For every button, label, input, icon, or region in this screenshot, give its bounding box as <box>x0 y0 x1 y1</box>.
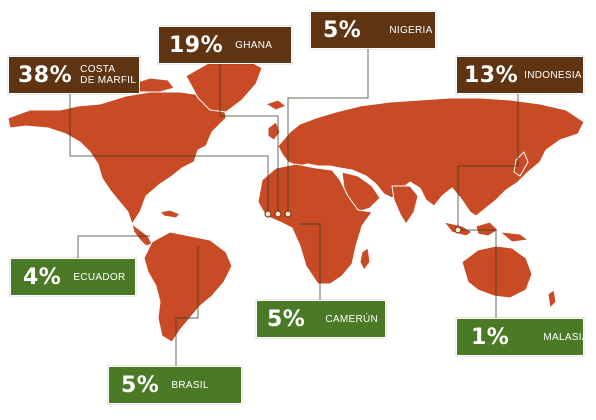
eurasia-landmass <box>277 97 585 217</box>
label-camerun[interactable]: 5% CAMERÚN <box>256 300 386 338</box>
malasia-percent: 1% <box>471 324 510 350</box>
label-costa-marfil[interactable]: 38% COSTA DE MARFIL <box>8 56 140 94</box>
indonesia-name: INDONESIA <box>524 69 582 81</box>
brasil-name: BRASIL <box>171 379 209 391</box>
leader-camerun <box>298 223 321 300</box>
madagascar-landmass <box>359 247 371 271</box>
indonesia-percent: 13% <box>464 62 519 88</box>
leader-ecuador <box>77 235 150 258</box>
leader-nigeria <box>287 48 369 214</box>
leader-ghana <box>219 62 279 214</box>
leader-malasia <box>458 229 497 318</box>
label-malasia[interactable]: 1% MALASIA <box>456 318 589 356</box>
marker-nigeria[interactable] <box>284 210 292 218</box>
marker-ghana[interactable] <box>274 210 282 218</box>
new-zealand-landmass <box>547 289 557 309</box>
indonesia-islands <box>443 221 529 243</box>
malasia-name: MALASIA <box>543 331 589 343</box>
costa-marfil-percent: 38% <box>18 62 73 88</box>
camerun-percent: 5% <box>267 306 306 332</box>
arctic-islands <box>131 77 175 93</box>
ghana-percent: 19% <box>169 32 224 58</box>
australia-landmass <box>461 245 533 299</box>
japan-landmass <box>513 151 529 177</box>
label-brasil[interactable]: 5% BRASIL <box>108 366 242 404</box>
ghana-name: GHANA <box>235 39 273 51</box>
marker-costa-marfil[interactable] <box>264 210 272 218</box>
label-indonesia[interactable]: 13% INDONESIA <box>456 56 584 94</box>
costa-marfil-name: COSTA DE MARFIL <box>80 64 137 86</box>
brasil-percent: 5% <box>121 372 160 398</box>
ecuador-percent: 4% <box>23 264 62 290</box>
camerun-name: CAMERÚN <box>325 313 379 325</box>
uk-landmass <box>267 121 281 141</box>
ecuador-name: ECUADOR <box>73 271 126 283</box>
central-america-landmass <box>131 223 153 247</box>
nigeria-percent: 5% <box>323 17 362 43</box>
leader-indonesia <box>457 94 519 230</box>
india-landmass <box>391 185 419 225</box>
nigeria-name: NIGERIA <box>389 24 433 36</box>
south-america-landmass <box>143 231 233 343</box>
label-ecuador[interactable]: 4% ECUADOR <box>10 258 136 296</box>
north-america-landmass <box>7 91 227 225</box>
caribbean-islands <box>159 209 181 219</box>
leader-costa-marfil <box>69 88 269 214</box>
marker-indonesia[interactable] <box>454 226 462 234</box>
leader-brasil <box>175 246 199 366</box>
iceland-landmass <box>265 99 287 111</box>
label-ghana[interactable]: 19% GHANA <box>158 26 292 64</box>
label-nigeria[interactable]: 5% NIGERIA <box>310 11 436 49</box>
